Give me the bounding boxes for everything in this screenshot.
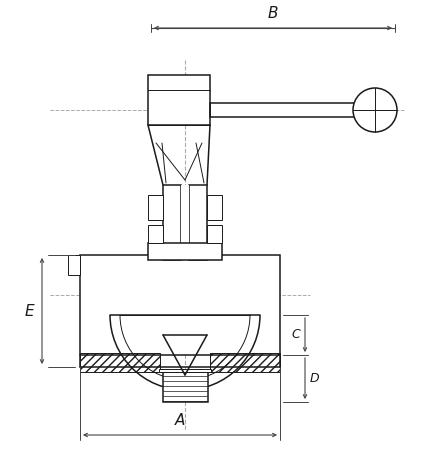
Bar xyxy=(80,353,160,372)
Bar xyxy=(189,185,207,260)
Bar xyxy=(148,225,163,243)
Bar xyxy=(163,372,208,402)
Text: E: E xyxy=(24,303,34,319)
Bar xyxy=(207,195,222,220)
Bar xyxy=(80,255,280,355)
Text: A: A xyxy=(175,413,185,428)
Bar xyxy=(210,353,280,372)
Bar xyxy=(210,103,355,117)
Text: B: B xyxy=(268,6,278,21)
Bar xyxy=(159,369,211,372)
Bar xyxy=(207,225,222,243)
Bar xyxy=(163,185,181,260)
Circle shape xyxy=(353,88,397,132)
Bar xyxy=(68,255,80,275)
Text: D: D xyxy=(310,372,320,384)
Text: C: C xyxy=(291,328,300,342)
Bar xyxy=(181,185,189,260)
Bar xyxy=(148,195,163,220)
Bar xyxy=(148,75,210,125)
Bar xyxy=(148,243,222,260)
